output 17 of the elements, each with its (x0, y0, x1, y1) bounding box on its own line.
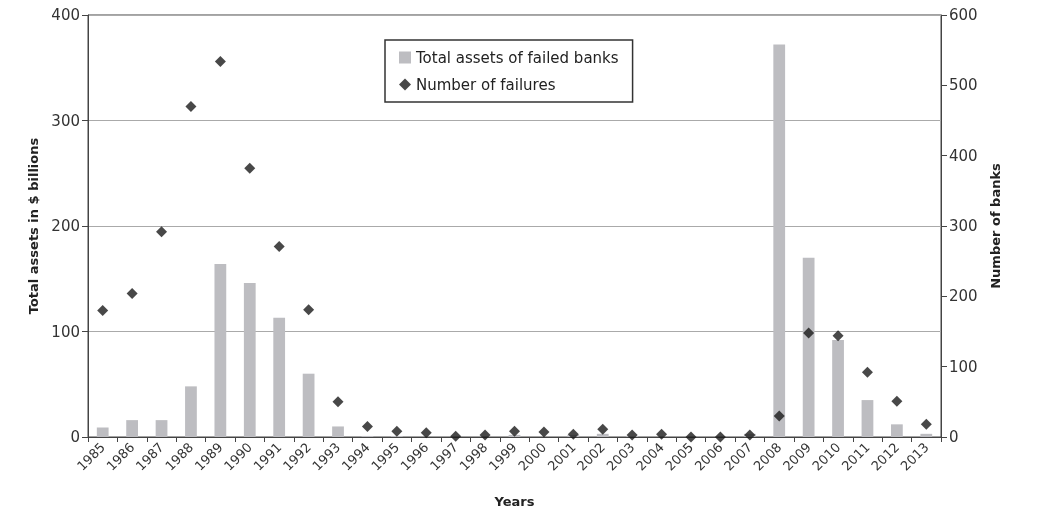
y-tick-label: 200 (51, 217, 80, 235)
y2-tick-label: 100 (949, 357, 978, 376)
y2-tick-label: 300 (949, 217, 978, 235)
y2-axis-title: Number of banks (988, 162, 1003, 289)
y-tick-label: 400 (51, 6, 80, 24)
y2-tick-label: 400 (949, 146, 978, 165)
x-axis-title: Years (493, 494, 535, 509)
legend-label: Number of failures (416, 75, 556, 94)
y-axis-title: Total assets in $ billions (26, 137, 41, 315)
y2-tick-label: 600 (949, 6, 978, 24)
y-tick-label: 300 (51, 111, 80, 130)
y2-tick-label: 0 (949, 428, 959, 446)
y2-tick-label: 200 (949, 287, 978, 306)
y-tick-label: 100 (51, 322, 80, 341)
y2-tick-label: 500 (949, 76, 978, 95)
legend-label: Total assets of failed banks (415, 48, 619, 67)
y-tick-label: 0 (70, 428, 80, 446)
